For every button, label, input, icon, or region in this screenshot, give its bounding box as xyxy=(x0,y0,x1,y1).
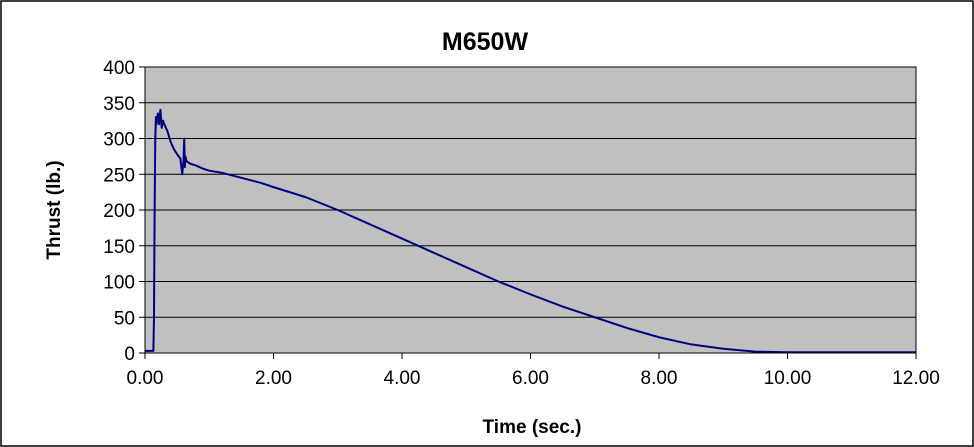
gridlines xyxy=(145,102,916,318)
y-tick-label: 100 xyxy=(103,273,135,294)
y-axis-label: Thrust (lb.) xyxy=(44,160,65,259)
y-tick-label: 300 xyxy=(103,130,135,151)
x-tick-label: 0.00 xyxy=(127,368,164,389)
y-tick-label: 250 xyxy=(103,165,135,186)
y-tick-label: 400 xyxy=(103,58,135,79)
y-tick-label: 350 xyxy=(103,94,135,115)
y-tick-label: 50 xyxy=(114,308,135,329)
x-tick-label: 8.00 xyxy=(641,368,678,389)
x-tick-label: 4.00 xyxy=(384,368,421,389)
y-tick-label: 200 xyxy=(103,201,135,222)
x-tick-label: 12.00 xyxy=(892,368,940,389)
y-tick-label: 150 xyxy=(103,237,135,258)
plot-frame xyxy=(144,66,917,354)
x-tick-label: 10.00 xyxy=(764,368,812,389)
y-tick-label: 0 xyxy=(124,344,135,365)
chart-title: M650W xyxy=(442,28,529,56)
y-axis-ticks: 0 50 100 150 200 250 300 350 400 xyxy=(103,58,145,365)
series-line-thrust xyxy=(145,108,916,354)
x-axis-label: Time (sec.) xyxy=(483,417,582,438)
x-tick-label: 2.00 xyxy=(255,368,292,389)
x-axis-ticks: 0.00 2.00 4.00 6.00 8.00 10.00 12.00 xyxy=(127,353,940,389)
x-tick-label: 6.00 xyxy=(512,368,549,389)
